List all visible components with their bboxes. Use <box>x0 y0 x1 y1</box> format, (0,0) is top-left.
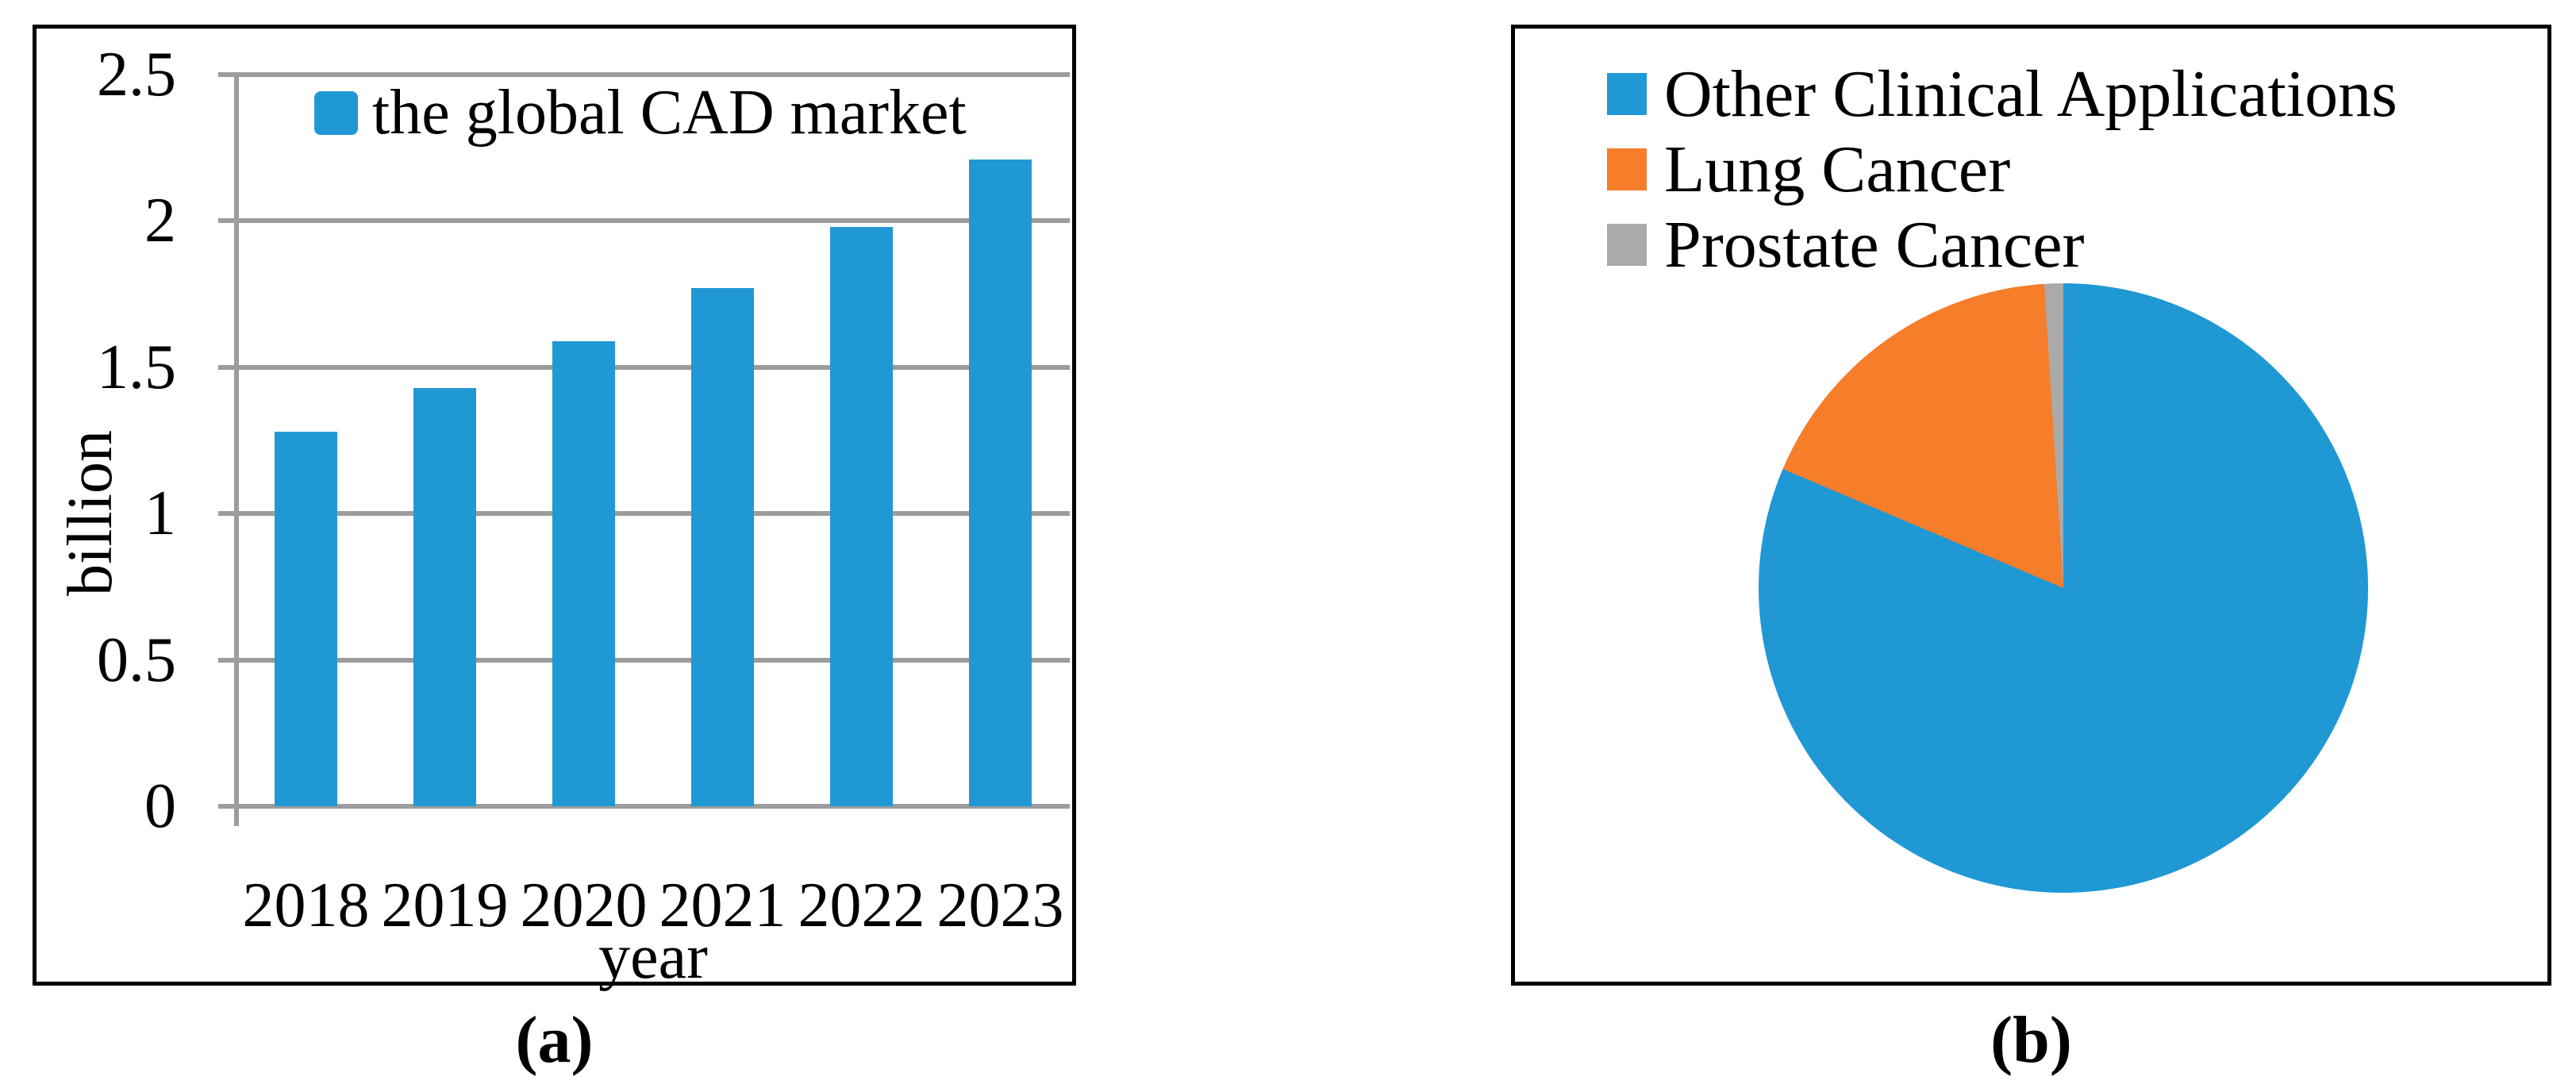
gridline-2.5 <box>218 72 1070 77</box>
pie-chart-panel: Other Clinical Applications Lung Cancer Pr… <box>1511 25 2551 986</box>
y-tick-label-2.5: 2.5 <box>97 40 176 110</box>
bar-2019 <box>413 388 476 806</box>
x-tick-label-2019: 2019 <box>381 871 509 940</box>
y-tick-label-2: 2 <box>144 186 176 256</box>
pie-legend-row-3: Prostate Cancer <box>1607 207 2084 283</box>
pie-legend-label-2: Lung Cancer <box>1664 132 2011 206</box>
bar-chart-legend: the global CAD market <box>314 81 967 144</box>
legend-label-global-cad-market: the global CAD market <box>372 78 967 148</box>
pie-legend-label-3: Prostate Cancer <box>1664 207 2085 282</box>
pie-legend-swatch-2 <box>1607 148 1647 190</box>
bar-2021 <box>691 288 754 806</box>
y-tick-label-0: 0 <box>144 771 176 841</box>
gridline-2 <box>218 218 1070 224</box>
x-tick-label-2018: 2018 <box>242 871 370 940</box>
caption-b: (b) <box>1990 1003 2072 1077</box>
gridline-1.5 <box>218 364 1070 370</box>
x-tick-label-2021: 2021 <box>659 871 786 940</box>
gridline-1 <box>218 511 1070 517</box>
bar-plot-area <box>218 72 1070 826</box>
pie-legend-label-1: Other Clinical Applications <box>1664 56 2397 131</box>
pie-chart <box>1759 283 2368 893</box>
bar-2018 <box>275 432 337 806</box>
bar-chart-panel: the global CAD market billion year 2.5 2 1… <box>33 25 1076 992</box>
gridline-0 <box>218 804 1070 809</box>
pie-legend-swatch-3 <box>1607 224 1647 266</box>
pie-legend-swatch-1 <box>1607 73 1647 115</box>
y-tick-label-1: 1 <box>144 479 176 549</box>
y-tick-label-1.5: 1.5 <box>97 332 176 402</box>
caption-a: (a) <box>515 1003 594 1077</box>
x-tick-label-2023: 2023 <box>936 871 1064 940</box>
y-tick-label-0.5: 0.5 <box>97 625 176 695</box>
legend-swatch-global-cad-market <box>314 90 358 135</box>
gridline-0.5 <box>218 657 1070 663</box>
y-axis-line <box>234 75 239 826</box>
bar-2023 <box>969 160 1032 806</box>
pie-legend-row-2: Lung Cancer <box>1607 132 2010 207</box>
x-tick-label-2022: 2022 <box>798 871 925 940</box>
x-tick-label-2020: 2020 <box>520 871 648 940</box>
bar-2022 <box>830 227 893 806</box>
x-axis-title: year <box>598 922 708 992</box>
pie-legend-row-1: Other Clinical Applications <box>1607 56 2397 132</box>
bar-2020 <box>552 341 615 806</box>
